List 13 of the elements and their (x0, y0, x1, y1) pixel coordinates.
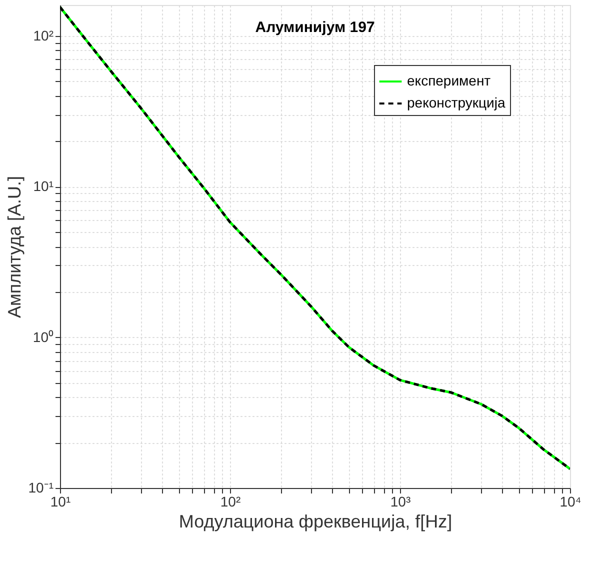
y-tick-label: 10² (33, 27, 54, 44)
x-tick-label: 10² (220, 494, 241, 510)
y-tick-label: 10¹ (33, 178, 54, 194)
text: Алуминијум 197 (255, 19, 375, 36)
x-tick-label: 10³ (390, 494, 411, 510)
y-axis-title: Амплитуда [A.U.] (4, 176, 24, 318)
x-axis-title: Модулациона фреквенција, f[Hz] (178, 512, 452, 532)
y-tick-label: 10⁻¹ (28, 480, 54, 496)
y-tick-label: 10⁰ (32, 328, 54, 345)
legend-label: експеримент (407, 72, 492, 88)
x-tick-label: 10¹ (50, 494, 71, 510)
x-tick-label: 10⁴ (560, 494, 582, 510)
legend-label: реконструкција (407, 94, 506, 110)
